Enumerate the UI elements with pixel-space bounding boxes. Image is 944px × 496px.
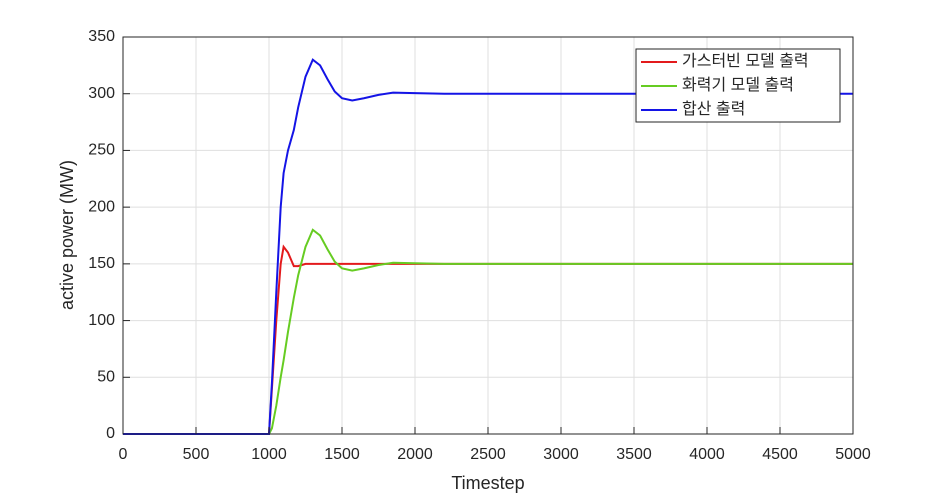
x-tick-label: 4000 — [689, 446, 725, 463]
x-tick-label: 5000 — [835, 446, 871, 463]
x-tick-label: 3000 — [543, 446, 579, 463]
series-line — [123, 58, 853, 435]
y-tick-label: 0 — [106, 425, 115, 442]
x-tick-label: 1000 — [251, 446, 287, 463]
y-axis-label: active power (MW) — [57, 160, 77, 310]
y-tick-label: 50 — [97, 369, 115, 386]
x-tick-label: 500 — [183, 446, 210, 463]
y-tick-label: 150 — [88, 255, 115, 272]
y-tick-label: 200 — [88, 198, 115, 215]
x-axis-label: Timestep — [451, 473, 524, 493]
lines — [123, 58, 853, 435]
y-tick-label: 250 — [88, 142, 115, 159]
legend-label: 합산 출력 — [682, 100, 745, 118]
legend-label: 가스터빈 모델 출력 — [682, 52, 809, 70]
legend-label: 화력기 모델 출력 — [682, 76, 794, 94]
y-tick-label: 300 — [88, 85, 115, 102]
y-tick-label: 100 — [88, 312, 115, 329]
y-tick-label: 350 — [88, 28, 115, 45]
x-tick-label: 0 — [119, 446, 128, 463]
ticks: 0 500 1000 1500 2000 2500 3000 3500 4000 4500 5000… — [88, 28, 871, 463]
series-line — [123, 228, 853, 435]
x-tick-label: 1500 — [324, 446, 360, 463]
x-tick-label: 2500 — [470, 446, 506, 463]
x-tick-label: 4500 — [762, 446, 798, 463]
x-tick-label: 2000 — [397, 446, 433, 463]
x-tick-label: 3500 — [616, 446, 652, 463]
